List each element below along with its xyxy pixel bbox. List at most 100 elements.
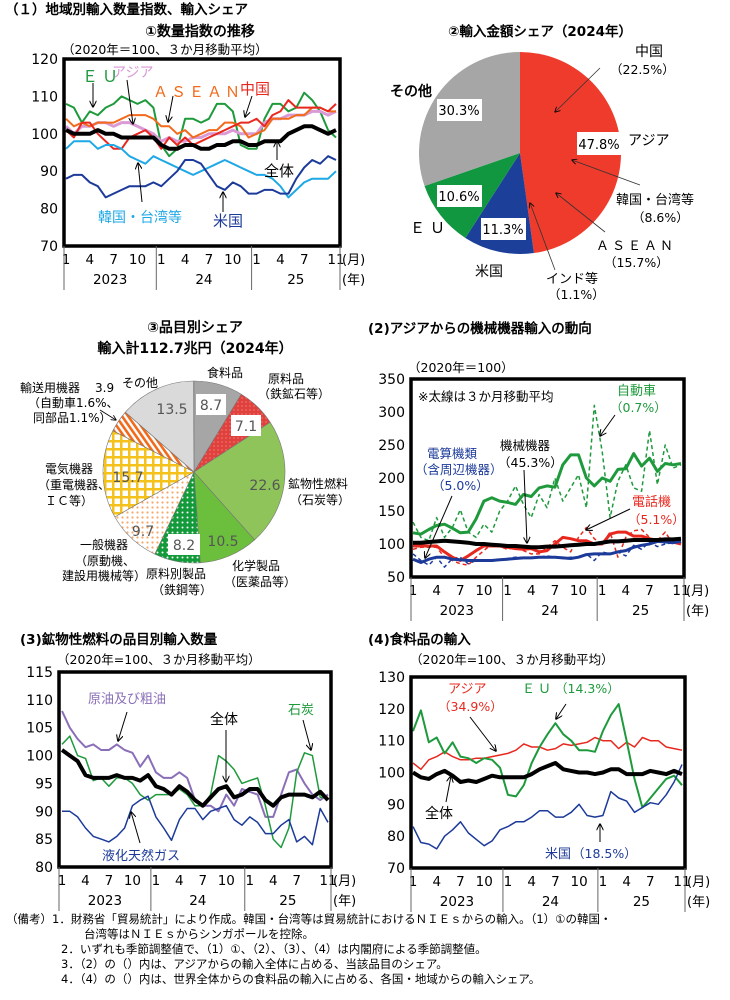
y-tick-label: 90 (40, 164, 58, 180)
x-tick-label: 1 (157, 252, 166, 268)
value-fuel: 22.6 (249, 478, 280, 494)
label-eu: ＥＵ (410, 219, 450, 237)
value-box (168, 534, 200, 555)
y-tick-label: 85 (35, 832, 53, 848)
value-box (196, 394, 226, 415)
series-line-2 (65, 106, 336, 139)
x-tick-label: 10 (475, 583, 492, 599)
label-chem: 化学製品 (232, 558, 280, 573)
x-unit-label: (月) (687, 875, 710, 890)
plot-frame (62, 57, 342, 248)
value-box (231, 415, 261, 436)
label-others: その他 (390, 83, 432, 100)
label-india-share: （1.1%） (548, 287, 605, 302)
year-label: 25 (633, 894, 650, 910)
label-fuel: 鉱物性燃料 (288, 476, 348, 491)
y-tick-label: 70 (40, 239, 58, 255)
year-label: 2023 (440, 603, 474, 619)
x-tick-label: 7 (645, 583, 654, 599)
x-unit-label: (月) (333, 874, 356, 889)
series-line-0 (412, 736, 683, 771)
x-tick-label: 7 (551, 583, 560, 599)
y-tick-label: 130 (378, 670, 405, 686)
footnote-1: （備考）1．財務省「貿易統計」により作成。韓国・台湾等は貿易統計におけるＮＩＥｓ… (6, 912, 726, 927)
label-asean-share: （15.7%） (604, 255, 669, 270)
plot-frame (409, 675, 687, 870)
plot-frame (409, 377, 686, 579)
series-line-4 (65, 124, 337, 151)
y-tick-label: 150 (378, 504, 405, 520)
label-food: 食料品 (207, 365, 243, 380)
year-label: 24 (541, 603, 558, 619)
label-crude: 原油及び粗油 (88, 692, 166, 707)
plot-area (64, 91, 337, 199)
label-others: その他 (122, 376, 158, 390)
label-chem-sub: （医薬品等） (224, 575, 296, 589)
item-slice-6 (102, 430, 195, 518)
label-us: 米国 (475, 264, 503, 280)
label-eu: ＥＵ (82, 67, 122, 86)
label-us-share: （18.5%） (572, 846, 637, 861)
volume-index-chart: ①数量指数の推移 （2020年＝100、３か月移動平均） ＥＵ アジア ＡＳＥＡ… (31, 23, 365, 290)
label-transport-sub2: 同部品1.1%） (33, 410, 112, 425)
x-tick-label: 4 (86, 252, 95, 268)
year-unit-label: (年) (686, 604, 709, 619)
chart-title: ③品目別シェア (147, 320, 243, 336)
x-tick-label: 11 (319, 873, 336, 889)
label-computer-share: （5.0%） (432, 478, 489, 493)
y-tick-label: 80 (387, 829, 405, 845)
label-computer-sub: （含周辺機器） (415, 462, 503, 477)
plot-area (411, 703, 683, 850)
section1-title: （１）地域別輸入数量指数、輸入シェア (5, 1, 248, 18)
x-tick-label: 10 (476, 874, 493, 890)
y-tick-label: 300 (378, 405, 405, 421)
label-auto: 自動車 (617, 384, 656, 399)
label-manuf-sub: （鉄鋼等） (152, 582, 212, 597)
year-label: 24 (195, 272, 212, 288)
y-tick-label: 90 (35, 804, 53, 820)
label-us: 米国 (545, 847, 571, 862)
label-machinery: 機械機器 (500, 438, 551, 453)
label-total: 全体 (425, 805, 453, 822)
x-tick-label: 1 (598, 583, 607, 599)
y-tick-label: 100 (378, 766, 405, 782)
series-line-1 (412, 703, 683, 809)
y-tick-label: 350 (378, 372, 405, 388)
notes-label: （備考） (6, 912, 52, 926)
label-electric: 電気機器 (45, 461, 93, 476)
x-tick-label: 7 (109, 252, 118, 268)
series-line-5 (412, 539, 682, 564)
footnotes: （備考）1．財務省「貿易統計」により作成。韓国・台湾等は貿易統計におけるＮＩＥｓ… (6, 912, 726, 987)
footnote-3: 3．（2）の（）内は、アジアからの輸入全体に占める、当該品目のシェア。 (61, 957, 448, 971)
chart-subtitle: （2020年=100、３か月移動平均） (57, 652, 261, 667)
x-tick-label: 11 (673, 874, 690, 890)
y-tick-label: 50 (387, 570, 405, 586)
value-box (577, 132, 622, 155)
y-tick-label: 95 (35, 776, 53, 792)
value-us: 11.3% (482, 223, 523, 238)
item-slice-8 (124, 380, 195, 473)
label-auto-share: （0.7%） (610, 400, 667, 415)
x-tick-label: 1 (252, 252, 261, 268)
series-line-6 (413, 536, 682, 550)
x-tick-label: 1 (58, 873, 67, 889)
outer-slice-0 (520, 51, 622, 254)
x-tick-label: 10 (218, 873, 235, 889)
label-general-machinery: 一般機器 (80, 537, 128, 552)
y-tick-label: 105 (26, 721, 53, 737)
x-tick-label: 10 (570, 583, 587, 599)
label-eu: ＥＵ (522, 682, 554, 697)
label-transport-value: 3.9 (95, 381, 114, 395)
x-unit-label: (月) (342, 253, 365, 268)
x-tick-label: 10 (129, 252, 146, 268)
label-electric-sub: （重電機器、 (38, 477, 110, 492)
annotation-arrow (99, 409, 116, 420)
label-general-machinery-sub2: 建設用機械等） (62, 568, 146, 583)
series-line-1 (64, 109, 337, 143)
label-machinery-share: （45.3%） (498, 455, 563, 470)
footnote-1-cont: 台湾等はＮＩＥｓからシンガポールを控除。 (84, 927, 314, 941)
label-transport: 輸送用機器 (20, 380, 80, 395)
label-manuf: 原料別製品 (146, 567, 206, 581)
chart-title: ①数量指数の推移 (145, 23, 255, 40)
